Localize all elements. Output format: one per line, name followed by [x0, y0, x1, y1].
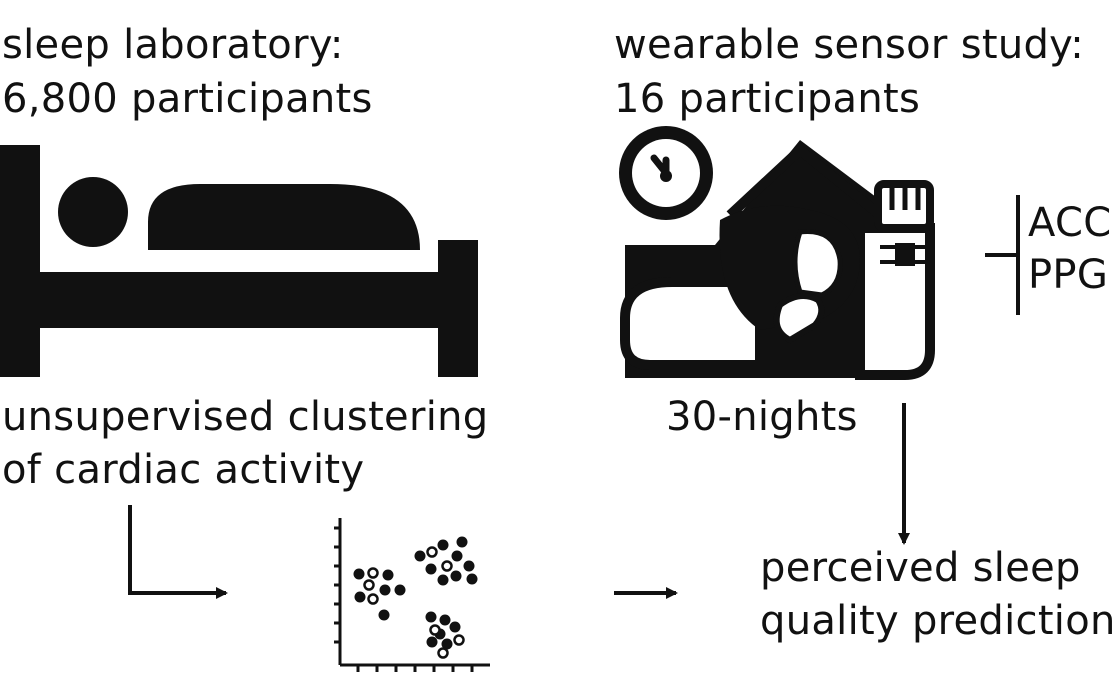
bed-icon [0, 145, 478, 377]
method-line2: of cardiac activity [2, 447, 365, 493]
clock-icon [619, 126, 713, 220]
signal-acc-label: ACC [1028, 200, 1112, 246]
outcome-line1: perceived sleep [760, 545, 1081, 591]
duration-label: 30-nights [666, 394, 858, 440]
signal-bracket [985, 195, 1020, 315]
method-line1: unsupervised clustering [2, 394, 489, 440]
signal-ppg-label: PPG [1028, 252, 1109, 298]
clustering-arrow [128, 505, 228, 599]
scatter-clusters-icon [334, 518, 490, 672]
right-title-line2: 16 participants [614, 76, 921, 122]
left-title-line2: 6,800 participants [2, 76, 373, 122]
left-title-line1: sleep laboratory: [2, 22, 344, 68]
wrist-sensor-icon [880, 243, 930, 266]
right-title-line1: wearable sensor study: [614, 22, 1084, 68]
outcome-line2: quality prediction [760, 598, 1116, 644]
